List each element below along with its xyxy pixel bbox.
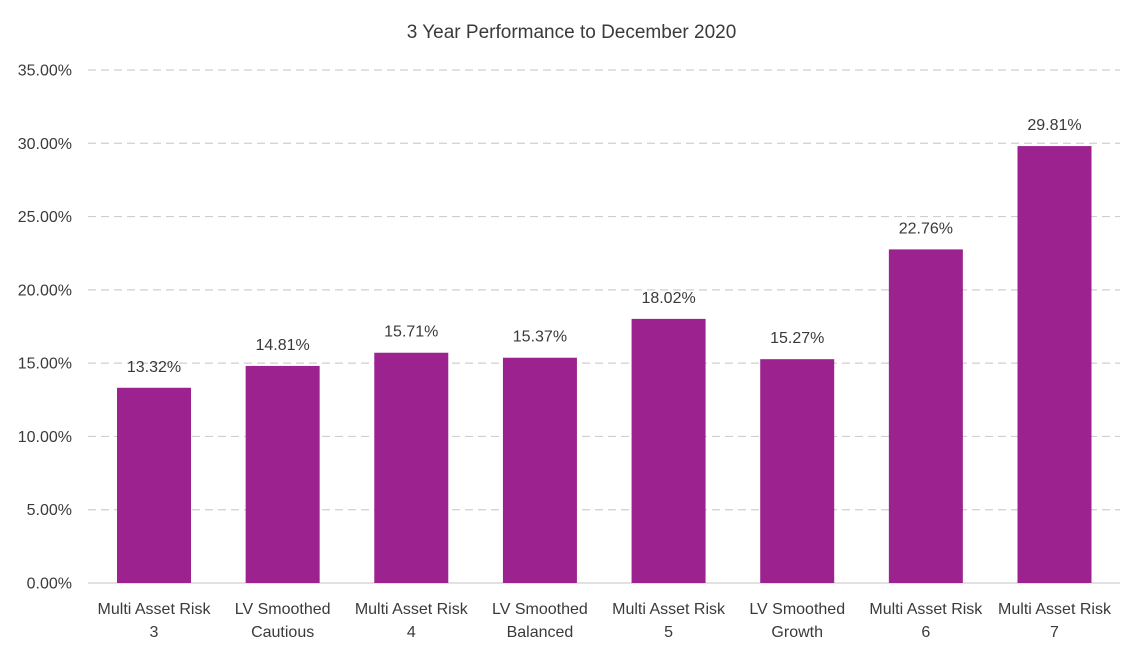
category-label: Multi Asset Risk [612, 601, 726, 618]
category-label: Cautious [251, 624, 314, 641]
bar [1017, 146, 1092, 584]
bar [888, 249, 963, 583]
x-axis-category-labels: Multi Asset Risk 3 LV Smoothed Cautious Mult… [98, 601, 1112, 641]
category-label: 3 [150, 624, 159, 641]
bar [374, 352, 449, 583]
category-label: Multi Asset Risk [869, 601, 983, 618]
y-tick-label: 10.00% [18, 429, 72, 446]
y-tick-label: 35.00% [18, 63, 72, 80]
category-label: LV Smoothed [492, 601, 588, 618]
category-label: LV Smoothed [235, 601, 331, 618]
y-axis-tick-labels: 0.00% 5.00% 10.00% 15.00% 20.00% 25.00% 30.00%… [18, 63, 72, 593]
y-tick-label: 20.00% [18, 282, 72, 299]
data-label: 15.27% [770, 330, 824, 347]
data-label: 22.76% [899, 220, 953, 237]
bar [117, 387, 191, 583]
y-tick-label: 15.00% [18, 356, 72, 373]
category-label: LV Smoothed [749, 601, 845, 618]
data-label: 15.71% [384, 324, 438, 341]
data-label: 29.81% [1027, 117, 1081, 134]
category-label: Growth [771, 624, 823, 641]
y-tick-label: 0.00% [27, 576, 72, 593]
category-label: Multi Asset Risk [998, 601, 1112, 618]
category-label: Balanced [507, 624, 574, 641]
data-label: 15.37% [513, 329, 567, 346]
category-label: Multi Asset Risk [98, 601, 212, 618]
data-label: 14.81% [256, 337, 310, 354]
category-label: 7 [1050, 624, 1059, 641]
data-label: 13.32% [127, 359, 181, 376]
chart-title: 3 Year Performance to December 2020 [407, 22, 737, 43]
category-label: Multi Asset Risk [355, 601, 469, 618]
bar [245, 365, 320, 583]
category-label: 5 [664, 624, 673, 641]
gridlines [88, 69, 1120, 584]
bars [117, 146, 1092, 584]
bar [631, 318, 706, 583]
bar [502, 357, 577, 583]
y-tick-label: 5.00% [27, 502, 72, 519]
bar [760, 359, 835, 583]
y-tick-label: 25.00% [18, 209, 72, 226]
category-label: 4 [407, 624, 416, 641]
y-tick-label: 30.00% [18, 136, 72, 153]
data-labels: 13.32% 14.81% 15.71% 15.37% 18.02% 15.27% 22.7… [127, 117, 1082, 376]
category-label: 6 [921, 624, 930, 641]
data-label: 18.02% [641, 290, 695, 307]
